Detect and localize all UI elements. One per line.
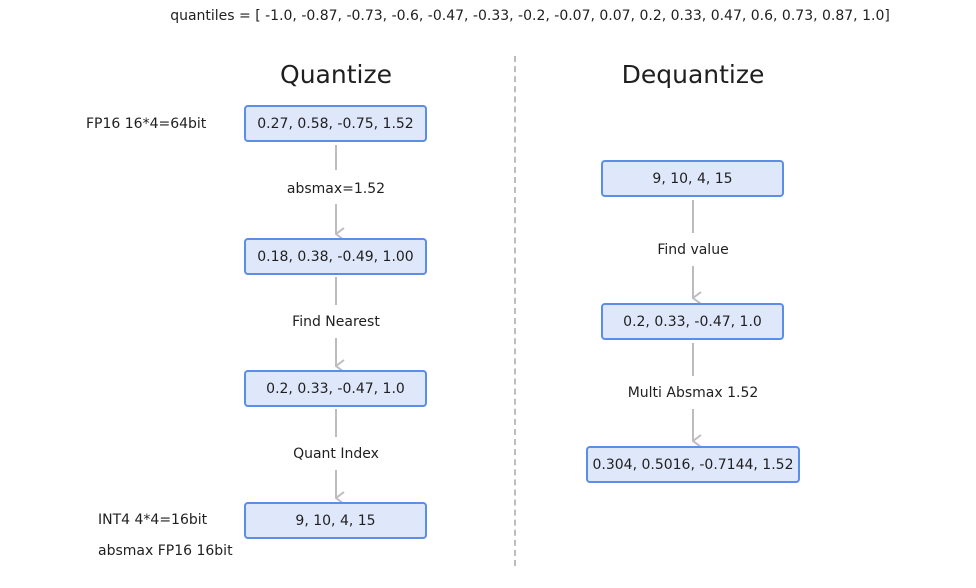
quantize-step-find-nearest: Find Nearest [292,314,380,330]
dequantize-step-find-value: Find value [657,242,729,258]
input-bitwidth-label: FP16 16*4=64bit [86,116,207,132]
quantize-box-input: 0.27, 0.58, -0.75, 1.52 [244,105,427,142]
quantize-step-quant-index: Quant Index [293,446,379,462]
output-bitwidth-label: INT4 4*4=16bit [98,512,208,528]
quantize-box-nearest: 0.2, 0.33, -0.47, 1.0 [244,370,427,407]
quantize-step-absmax: absmax=1.52 [286,181,386,197]
dequantize-step-multiply-absmax: Multi Absmax 1.52 [627,385,759,401]
dequantize-box-output: 0.304, 0.5016, -0.7144, 1.52 [586,446,800,483]
quantize-title: Quantize [280,60,392,89]
dequantize-box-values: 0.2, 0.33, -0.47, 1.0 [601,303,784,340]
quantize-box-index: 9, 10, 4, 15 [244,502,427,539]
quantize-box-normalized: 0.18, 0.38, -0.49, 1.00 [244,238,427,275]
dequantize-title: Dequantize [621,60,765,89]
absmax-storage-label: absmax FP16 16bit [98,543,233,559]
quantiles-caption: quantiles = [ -1.0, -0.87, -0.73, -0.6, … [170,8,890,24]
section-divider [514,56,516,566]
dequantize-box-index: 9, 10, 4, 15 [601,160,784,197]
